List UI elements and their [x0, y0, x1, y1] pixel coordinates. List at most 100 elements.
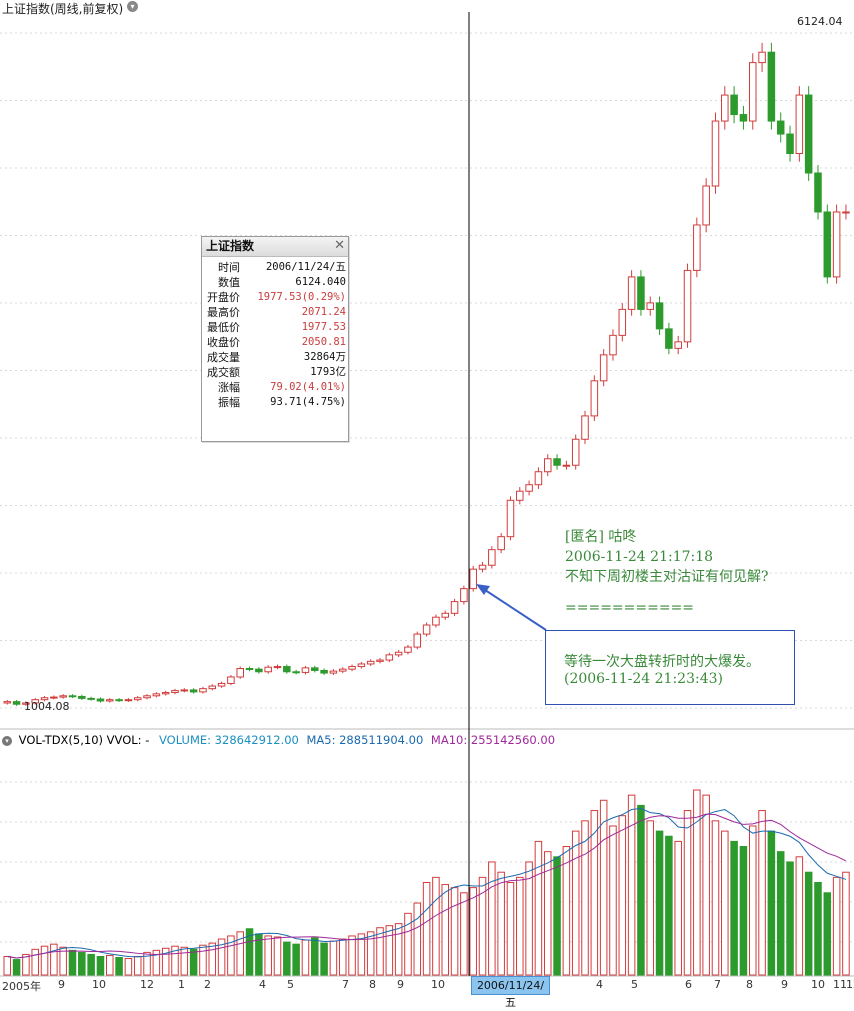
candle-body [432, 616, 440, 626]
volume-bar [562, 846, 571, 976]
candle-body [273, 666, 282, 669]
candle-body [441, 612, 450, 618]
volume-bar [40, 945, 49, 976]
candle-body [739, 114, 748, 122]
candle-body [646, 302, 655, 310]
time-axis-label: 9 [781, 978, 788, 991]
volume-bar [3, 956, 12, 976]
time-axis-label: 5 [287, 978, 294, 991]
volume-bar [68, 949, 77, 976]
candle-body [292, 671, 300, 674]
chevron-down-icon[interactable]: ▾ [127, 1, 138, 12]
volume-bar [767, 830, 776, 976]
candle-body [767, 51, 776, 122]
volume-bar [292, 943, 300, 976]
volume-bar [96, 956, 105, 976]
candle-body [562, 464, 571, 467]
candle-body [543, 458, 552, 473]
time-axis-label: 5 [631, 978, 638, 991]
volume-bar [301, 939, 310, 976]
candle-body [217, 682, 226, 687]
time-axis-label: 12 [140, 978, 154, 991]
volume-bar [842, 871, 850, 976]
info-window-title[interactable]: 上证指数 [202, 237, 348, 257]
volume-bar [87, 953, 95, 976]
volume-bar [646, 820, 655, 976]
info-value: 93.71(4.75%) [270, 396, 346, 408]
candle-body [385, 654, 394, 661]
candle-body [674, 341, 682, 349]
close-icon[interactable]: ✕ [334, 238, 345, 253]
volume-bar [581, 820, 589, 976]
candle-body [832, 211, 841, 278]
time-axis-label: 1 [178, 978, 185, 991]
volume-bar [758, 810, 766, 976]
info-key: 时间 [218, 261, 240, 274]
candle-body [422, 624, 431, 635]
info-key: 开盘价 [207, 291, 240, 304]
comment-text: 不知下周初楼主对沽证有何见解? [565, 569, 769, 585]
candle-body [3, 701, 12, 704]
volume-bar [22, 953, 30, 976]
info-row: 涨幅 79.02(4.01%) [202, 380, 348, 395]
info-value: 79.02(4.01%) [270, 381, 346, 393]
time-axis-label: 7 [342, 978, 349, 991]
volume-bar [227, 935, 235, 976]
volume-bar [189, 948, 198, 976]
candle-body [683, 269, 692, 343]
info-value: 2071.24 [301, 306, 346, 318]
candle-body [329, 670, 338, 674]
max-price-label: 6124.04 [797, 15, 843, 28]
candle-body [96, 698, 105, 702]
candle-body [133, 697, 142, 701]
volume-bar [534, 840, 543, 976]
volume-bar [236, 931, 244, 976]
candle-body [534, 471, 543, 486]
info-row: 成交量 32864万 [202, 350, 348, 365]
ma10-value-label: MA10: 255142560.00 [430, 733, 556, 747]
volume-bar [804, 871, 813, 976]
volume-bar [199, 944, 207, 976]
candle-body [497, 536, 505, 551]
time-axis-label: 7 [714, 978, 721, 991]
volume-bar [422, 882, 431, 976]
chevron-down-icon[interactable]: ▾ [2, 735, 12, 746]
volume-bar [171, 945, 179, 976]
volume-bar [143, 951, 151, 976]
candle-body [143, 695, 151, 699]
info-row: 数值 6124.040 [202, 275, 348, 290]
comment-arrow-head [476, 584, 490, 595]
volume-bar [516, 876, 524, 976]
indicator-name[interactable]: VOL-TDX(5,10) [18, 733, 104, 747]
volume-bar [376, 927, 384, 976]
volume-bar [394, 923, 403, 976]
candle-body [469, 568, 477, 590]
candle-body [78, 695, 86, 699]
info-value: 32864万 [303, 351, 346, 363]
ma10-line [7, 813, 847, 959]
candle-body [68, 695, 77, 698]
info-key: 涨幅 [218, 381, 240, 394]
chart-title: 上证指数(周线,前复权) [2, 2, 124, 16]
candle-body [124, 699, 133, 702]
volume-bar [404, 912, 412, 976]
volume-bar [366, 931, 375, 976]
volume-bar [478, 876, 487, 976]
candle-body [609, 334, 617, 356]
candle-body [283, 666, 291, 673]
volume-bar [311, 937, 319, 976]
volume-bar [683, 810, 692, 976]
reply-text: 等待一次大盘转折时的大爆发。 [564, 654, 760, 670]
candle-body [590, 380, 599, 417]
volume-bar [637, 804, 645, 976]
data-info-window[interactable]: 上证指数 ✕ 时间 2006/11/24/五 数值 6124.040 开盘价 1977.5… [201, 236, 349, 442]
candle-body [255, 668, 263, 673]
candle-body [758, 51, 766, 64]
candle-body [655, 302, 664, 330]
volume-bar [59, 946, 67, 976]
volume-bar [655, 830, 664, 976]
volume-bar [329, 940, 338, 976]
candle-body [814, 172, 822, 213]
